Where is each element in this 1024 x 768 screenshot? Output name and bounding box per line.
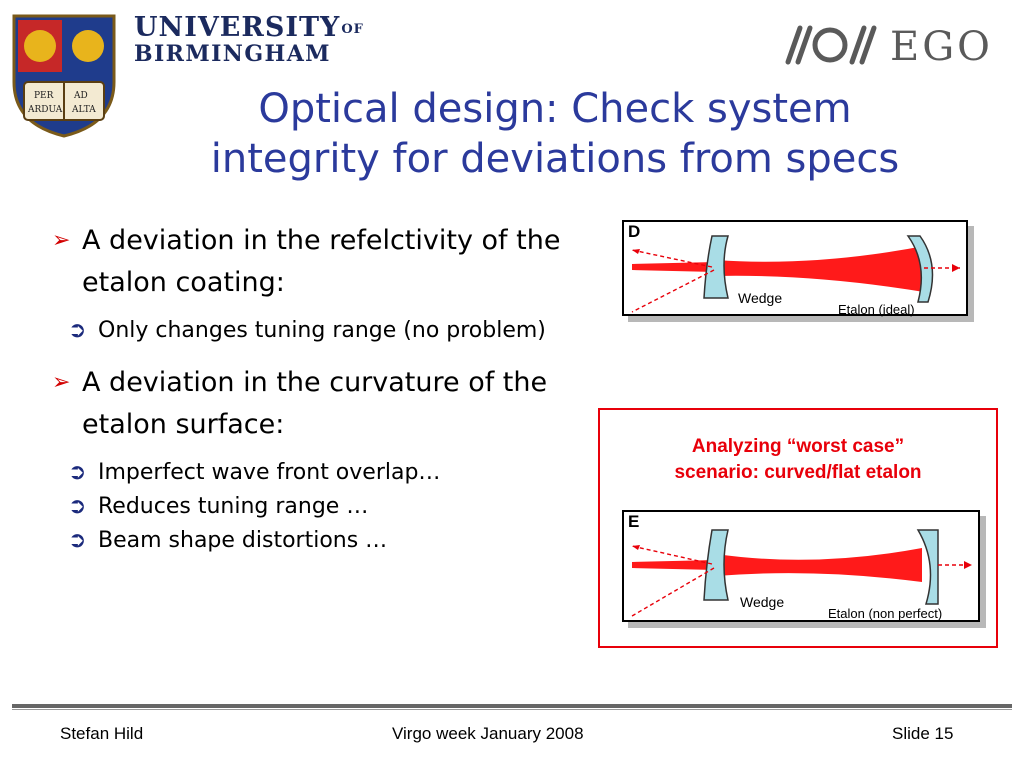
wedge-label: Wedge: [740, 594, 785, 610]
bullet-item: ➢ A deviation in the curvature of the et…: [52, 362, 592, 446]
circled-arrow-bullet-icon: ➲: [68, 494, 87, 519]
callout-line1: Analyzing “worst case”: [691, 436, 905, 457]
figure-frame: D Wedge Etalon (ideal): [622, 220, 968, 317]
crest-text-alta: ALTA: [71, 105, 96, 115]
worst-case-callout: Analyzing “worst case” scenario: curved/…: [598, 408, 998, 648]
bullet-item: ➢ A deviation in the refelctivity of the…: [52, 220, 592, 304]
footer-divider: [12, 704, 1012, 708]
bullet-text: A deviation in the curvature of the etal…: [82, 367, 548, 440]
crest-text-ad: AD: [73, 91, 88, 101]
figure-letter: E: [628, 512, 640, 531]
slide-title: Optical design: Check system integrity f…: [130, 84, 980, 184]
arrow-bullet-icon: ➢: [52, 370, 71, 395]
crest-text-per: PER: [34, 91, 54, 101]
university-line1: UNIVERSITY: [134, 12, 341, 43]
etalon-label: Etalon (non perfect): [828, 606, 943, 621]
figure-frame: E Wedge Etalon (non perfect): [622, 510, 980, 622]
university-line2: BIRMINGHAM: [134, 41, 331, 67]
sub-bullet-text: Only changes tuning range (no problem): [98, 318, 546, 343]
sub-bullet-item: ➲ Imperfect wave front overlap…: [22, 456, 592, 490]
sub-bullet-item: ➲ Only changes tuning range (no problem): [22, 314, 592, 348]
wedge-label: Wedge: [738, 290, 783, 306]
slide-title-line2: integrity for deviations from specs: [210, 136, 900, 182]
crest-text-ardua: ARDUA: [27, 105, 63, 115]
bullet-text: A deviation in the refelctivity of the e…: [82, 225, 561, 298]
sub-bullet-item: ➲ Beam shape distortions …: [22, 524, 592, 558]
arrow-bullet-icon: ➢: [52, 228, 71, 253]
footer-slide-number: Slide 15: [892, 724, 954, 743]
university-wordmark: UNIVERSITYOF BIRMINGHAM: [134, 12, 364, 67]
figure-letter: D: [628, 222, 641, 241]
callout-text: Analyzing “worst case” scenario: curved/…: [600, 434, 996, 486]
slide-title-line1: Optical design: Check system: [258, 86, 852, 132]
circled-arrow-bullet-icon: ➲: [68, 460, 87, 485]
footer-event: Virgo week January 2008: [392, 724, 584, 743]
university-of: OF: [341, 22, 364, 37]
ego-text: EGO: [890, 24, 993, 70]
callout-line2: scenario: curved/flat etalon: [674, 462, 922, 483]
sub-bullet-text: Beam shape distortions …: [98, 528, 388, 553]
etalon-label: Etalon (ideal): [838, 302, 915, 317]
figure-d-ideal-etalon: D Wedge Etalon (ideal): [622, 220, 974, 322]
ego-logo: EGO: [778, 20, 998, 70]
footer-divider-thin: [12, 709, 1012, 710]
bullet-list: ➢ A deviation in the refelctivity of the…: [52, 220, 592, 572]
footer-author: Stefan Hild: [60, 724, 144, 743]
sub-bullet-text: Reduces tuning range …: [98, 494, 369, 519]
sub-bullet-text: Imperfect wave front overlap…: [98, 460, 441, 485]
figure-e-non-perfect-etalon: E Wedge Etalon (non perfect): [622, 510, 986, 628]
circled-arrow-bullet-icon: ➲: [68, 528, 87, 553]
sub-bullet-item: ➲ Reduces tuning range …: [22, 490, 592, 524]
circled-arrow-bullet-icon: ➲: [68, 318, 87, 343]
university-crest-logo: PER AD ARDUA ALTA: [10, 12, 118, 138]
